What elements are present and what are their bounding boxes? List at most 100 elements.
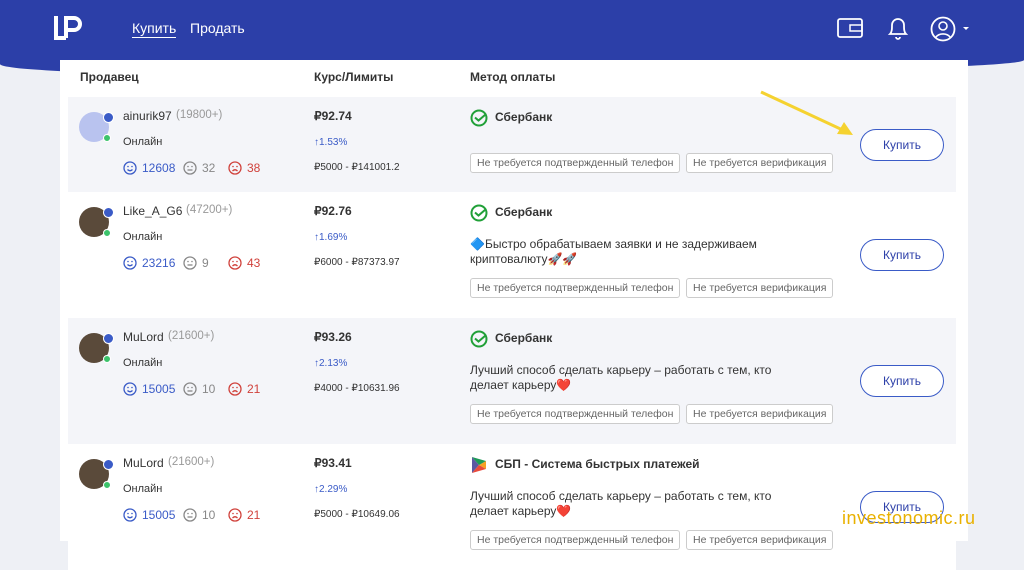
online-dot — [103, 229, 111, 237]
seller-rating: (47200+) — [186, 204, 233, 216]
nav-buy[interactable]: Купить — [132, 20, 177, 38]
seller-name[interactable]: MuLord — [123, 456, 164, 470]
wallet-icon[interactable] — [836, 16, 864, 40]
price-change: ↑2.29% — [314, 484, 348, 495]
requirement-tag: Не требуется верификация — [686, 278, 834, 298]
column-header: Продавец — [80, 70, 139, 84]
negative-count: 43 — [228, 256, 260, 270]
face-icon — [123, 256, 137, 270]
face-icon — [183, 161, 197, 175]
requirement-tag: Не требуется верификация — [686, 404, 834, 424]
seller-name[interactable]: MuLord — [123, 330, 164, 344]
negative-count: 21 — [228, 382, 260, 396]
neutral-value: 10 — [202, 508, 216, 522]
face-icon — [183, 256, 197, 270]
negative-value: 21 — [247, 508, 261, 522]
buy-button[interactable]: Купить — [860, 239, 944, 271]
positive-count: 15005 — [123, 508, 175, 522]
method-icon — [470, 109, 488, 127]
online-dot — [103, 481, 111, 489]
face-icon — [228, 382, 242, 396]
neutral-count: 9 — [183, 256, 209, 270]
neutral-count: 10 — [183, 508, 215, 522]
requirement-tag: Не требуется верификация — [686, 530, 834, 550]
status: Онлайн — [123, 231, 163, 243]
price: ₽92.74 — [314, 109, 352, 123]
profile-icon[interactable] — [930, 14, 972, 44]
requirement-tag: Не требуется верификация — [686, 153, 834, 173]
price-change: ↑1.53% — [314, 137, 348, 148]
negative-count: 38 — [228, 161, 260, 175]
price: ₽92.76 — [314, 204, 352, 218]
positive-value: 15005 — [142, 508, 176, 522]
positive-value: 12608 — [142, 161, 176, 175]
verified-badge — [103, 459, 114, 470]
face-icon — [228, 256, 242, 270]
status: Онлайн — [123, 483, 163, 495]
method-icon — [470, 456, 488, 474]
positive-count: 15005 — [123, 382, 175, 396]
seller-name[interactable]: Like_A_G6 — [123, 204, 183, 218]
negative-value: 38 — [247, 161, 261, 175]
neutral-value: 9 — [202, 256, 209, 270]
payment-method: Сбербанк — [495, 205, 553, 219]
requirement-tag: Не требуется подтвержденный телефон — [470, 153, 681, 173]
negative-count: 21 — [228, 508, 260, 522]
neutral-value: 10 — [202, 382, 216, 396]
seller-rating: (19800+) — [176, 109, 223, 121]
status: Онлайн — [123, 357, 163, 369]
verified-badge — [103, 112, 114, 123]
face-icon — [228, 161, 242, 175]
requirement-tag: Не требуется подтвержденный телефон — [470, 404, 681, 424]
payment-method: СБП - Система быстрых платежей — [495, 457, 700, 471]
column-header: Метод оплаты — [470, 70, 556, 84]
price: ₽93.41 — [314, 456, 352, 470]
face-icon — [123, 382, 137, 396]
buy-button[interactable]: Купить — [860, 491, 944, 523]
limits: ₽5000 - ₽10649.06 — [314, 509, 400, 520]
verified-badge — [103, 333, 114, 344]
price-change: ↑1.69% — [314, 232, 348, 243]
limits: ₽4000 - ₽10631.96 — [314, 383, 400, 394]
payment-method: Сбербанк — [495, 331, 553, 345]
limits: ₽5000 - ₽141001.2 — [314, 162, 400, 173]
status: Онлайн — [123, 136, 163, 148]
nav-sell[interactable]: Продать — [190, 20, 245, 36]
face-icon — [123, 161, 137, 175]
online-dot — [103, 134, 111, 142]
positive-value: 15005 — [142, 382, 176, 396]
method-icon — [470, 330, 488, 348]
face-icon — [123, 508, 137, 522]
description: Лучший способ сделать карьеру – работать… — [470, 489, 772, 518]
seller-rating: (21600+) — [168, 456, 215, 468]
bell-icon[interactable] — [886, 14, 910, 42]
positive-count: 23216 — [123, 256, 175, 270]
watermark: investonomic.ru — [842, 508, 976, 528]
positive-count: 12608 — [123, 161, 175, 175]
logo[interactable] — [52, 12, 82, 44]
neutral-count: 10 — [183, 382, 215, 396]
neutral-count: 32 — [183, 161, 215, 175]
requirement-tag: Не требуется подтвержденный телефон — [470, 530, 681, 550]
verified-badge — [103, 207, 114, 218]
price-change: ↑2.13% — [314, 358, 348, 369]
limits: ₽6000 - ₽87373.97 — [314, 257, 400, 268]
face-icon — [183, 382, 197, 396]
online-dot — [103, 355, 111, 363]
payment-method: Сбербанк — [495, 110, 553, 124]
requirement-tag: Не требуется подтвержденный телефон — [470, 278, 681, 298]
face-icon — [183, 508, 197, 522]
price: ₽93.26 — [314, 330, 352, 344]
seller-rating: (21600+) — [168, 330, 215, 342]
arrow-annotation — [760, 90, 853, 135]
negative-value: 21 — [247, 382, 261, 396]
column-header: Курс/Лимиты — [314, 70, 394, 84]
neutral-value: 32 — [202, 161, 216, 175]
seller-name[interactable]: ainurik97 — [123, 109, 172, 123]
negative-value: 43 — [247, 256, 261, 270]
description: Лучший способ сделать карьеру – работать… — [470, 363, 772, 392]
buy-button[interactable]: Купить — [860, 128, 944, 161]
buy-button[interactable]: Купить — [860, 365, 944, 397]
description: 🔷Быстро обрабатываем заявки и не задержи… — [470, 237, 757, 266]
